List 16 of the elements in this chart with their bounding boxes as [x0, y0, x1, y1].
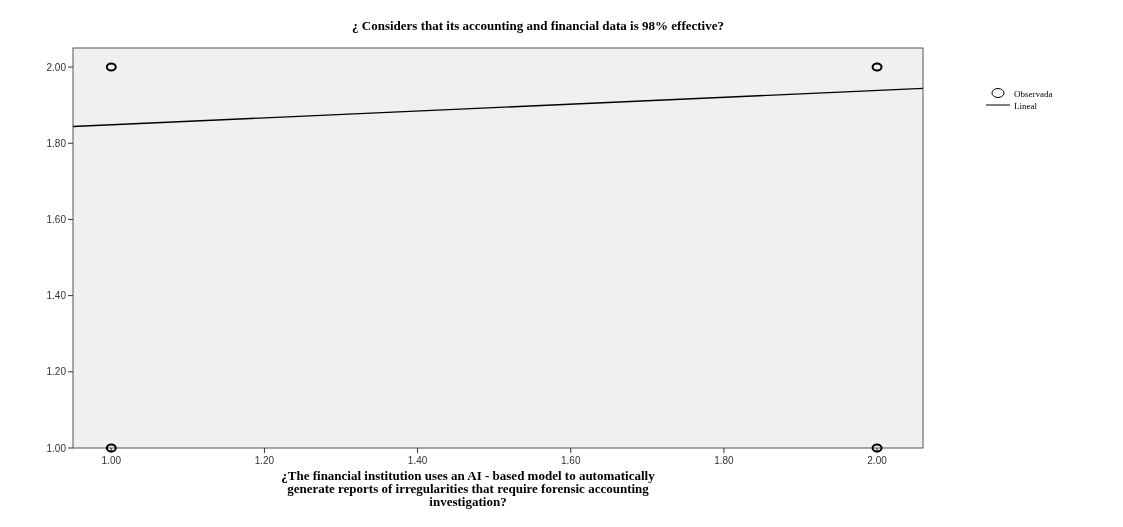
legend-label: Observada: [1014, 88, 1053, 99]
x-axis-title: ¿The financial institution uses an AI - based model to automatically generate reports of irregularities that require forensic accounting investigation?: [281, 468, 656, 509]
y-tick-label: 1.20: [46, 366, 67, 378]
y-tick-label: 1.40: [46, 290, 67, 302]
y-tick-label: 1.80: [46, 137, 67, 149]
x-tick-label: 1.40: [407, 455, 428, 466]
x-tick-label: 2.00: [867, 455, 888, 466]
x-tick-label: 1.20: [254, 455, 275, 466]
y-tick-label: 1.00: [46, 442, 67, 454]
x-tick-label: 1.60: [561, 455, 581, 466]
x-tick-label: 1.80: [714, 455, 735, 466]
y-tick-label: 2.00: [46, 61, 67, 73]
legend-label: Lineal: [1014, 100, 1038, 111]
chart-title: ¿ Considers that its accounting and financial data is 98% effective?: [352, 18, 724, 33]
x-tick-label: 1.00: [101, 455, 122, 466]
y-tick-label: 1.60: [46, 213, 67, 225]
